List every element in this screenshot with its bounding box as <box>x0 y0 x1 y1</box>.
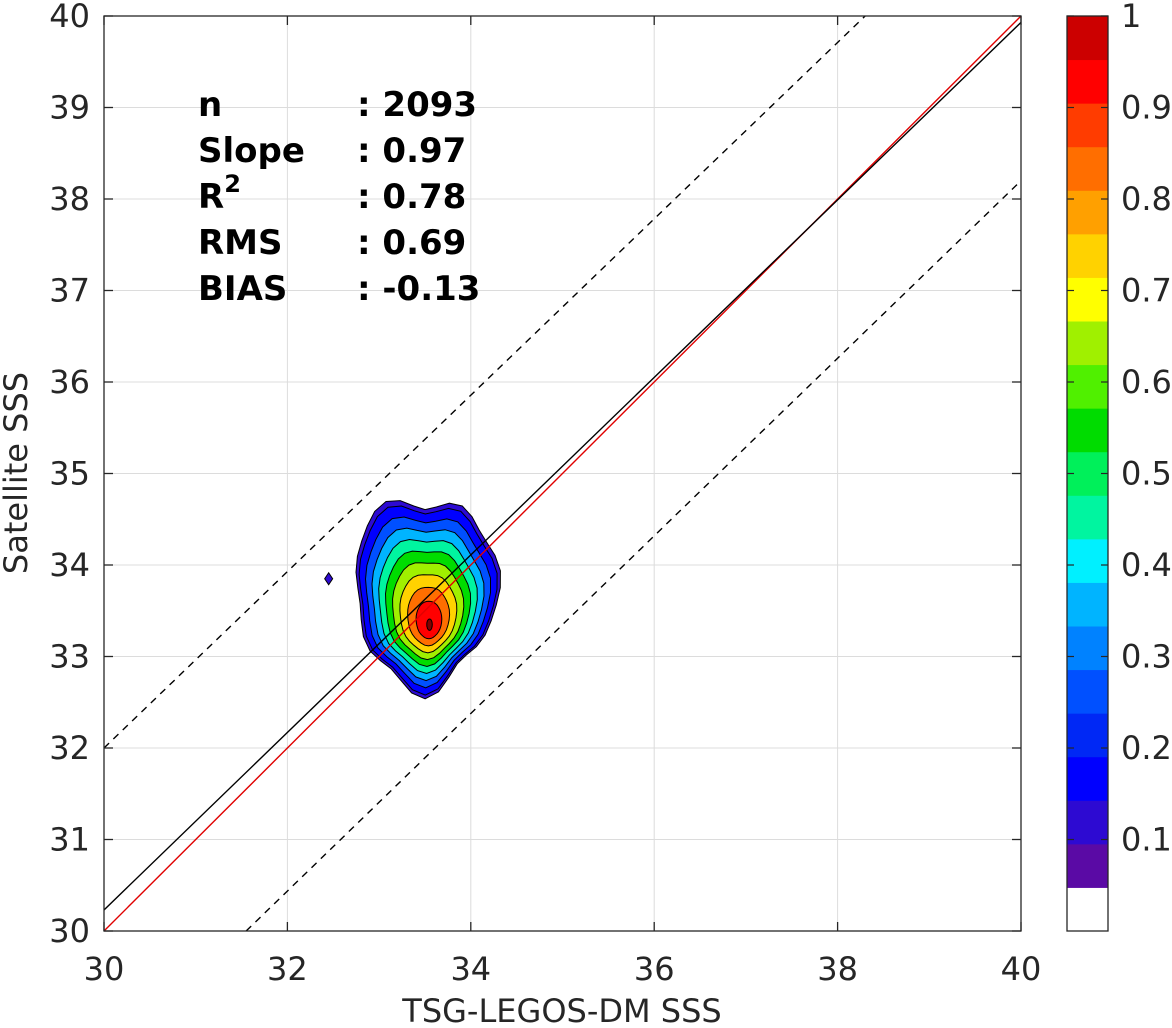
x-tick-label: 36 <box>634 950 675 988</box>
stat-value: : 0.69 <box>357 223 466 263</box>
stat-value: : 0.78 <box>357 177 466 217</box>
stat-label: n <box>198 85 222 125</box>
colorbar-segment <box>1067 800 1108 845</box>
colorbar-tick-label: 0.4 <box>1121 546 1172 584</box>
colorbar: 0.1 0.2 0.3 0.4 0.5 0.6 0.7 0.8 0.9 1 <box>1066 0 1172 932</box>
colorbar-segment <box>1067 887 1108 932</box>
y-tick-label: 36 <box>49 363 90 401</box>
colorbar-segment <box>1067 146 1108 191</box>
x-tick-label: 38 <box>817 950 858 988</box>
colorbar-segment <box>1067 495 1108 540</box>
colorbar-tick-label: 0.1 <box>1121 821 1172 859</box>
colorbar-segment <box>1067 16 1108 61</box>
colorbar-segment <box>1067 277 1108 322</box>
y-tick-label: 40 <box>49 0 90 35</box>
y-tick-label: 37 <box>49 272 90 310</box>
colorbar-segment <box>1067 103 1108 148</box>
x-tick-label: 30 <box>84 950 125 988</box>
x-tick-label: 40 <box>1001 950 1042 988</box>
y-tick-label: 38 <box>49 180 90 218</box>
grid-lines <box>104 16 1021 931</box>
colorbar-tick-label: 0.6 <box>1121 363 1172 401</box>
colorbar-tick-label: 0.8 <box>1121 180 1172 218</box>
stat-value: : 0.97 <box>357 131 466 171</box>
y-tick-label: 33 <box>49 638 90 676</box>
colorbar-segment <box>1067 756 1108 801</box>
y-tick-label: 31 <box>49 821 90 859</box>
colorbar-tick-label: 0.7 <box>1121 272 1172 310</box>
y-tick-label: 35 <box>49 455 90 493</box>
one-to-one-line <box>104 16 1021 931</box>
colorbar-tick-label: 1 <box>1121 0 1141 35</box>
regression-line <box>104 21 1021 911</box>
colorbar-segment <box>1067 364 1108 409</box>
colorbar-segment <box>1067 843 1108 888</box>
stat-label: BIAS <box>198 269 287 309</box>
x-tick-label: 34 <box>450 950 491 988</box>
colorbar-segment <box>1067 321 1108 366</box>
colorbar-tick-label: 0.2 <box>1121 729 1172 767</box>
colorbar-segment <box>1067 233 1108 278</box>
stat-superscript: 2 <box>224 170 241 198</box>
colorbar-segment <box>1067 538 1108 583</box>
colorbar-segment <box>1067 669 1108 714</box>
y-tick-label: 30 <box>49 912 90 950</box>
colorbar-tick-label: 0.3 <box>1121 638 1172 676</box>
x-axis-label: TSG-LEGOS-DM SSS <box>401 992 721 1028</box>
axis-ticks: 30 32 34 36 38 40 30 31 32 33 34 35 36 37 38 39 40 <box>49 0 1041 988</box>
stat-value: : 2093 <box>357 85 477 125</box>
colorbar-segment <box>1067 713 1108 758</box>
colorbar-tick-label: 0.9 <box>1121 89 1172 127</box>
colorbar-segment <box>1067 190 1108 235</box>
colorbar-segment <box>1067 408 1108 453</box>
stat-label: Slope <box>198 131 305 171</box>
stat-label: RMS <box>198 223 283 263</box>
outlier-contour <box>324 571 334 586</box>
colorbar-segment <box>1067 582 1108 627</box>
colorbar-tick-label: 0.5 <box>1121 455 1172 493</box>
reference-lines <box>104 16 1021 931</box>
y-axis-label: Satellite SSS <box>0 372 35 574</box>
y-tick-label: 39 <box>49 89 90 127</box>
density-contour-band <box>426 618 433 631</box>
x-tick-label: 32 <box>267 950 308 988</box>
density-contours <box>324 500 501 700</box>
lower-bound-line <box>245 180 1021 931</box>
colorbar-segment <box>1067 626 1108 671</box>
y-tick-label: 32 <box>49 729 90 767</box>
stat-value: : -0.13 <box>357 269 480 309</box>
upper-bound-line <box>104 16 866 749</box>
colorbar-segment <box>1067 59 1108 104</box>
y-tick-label: 34 <box>49 546 90 584</box>
